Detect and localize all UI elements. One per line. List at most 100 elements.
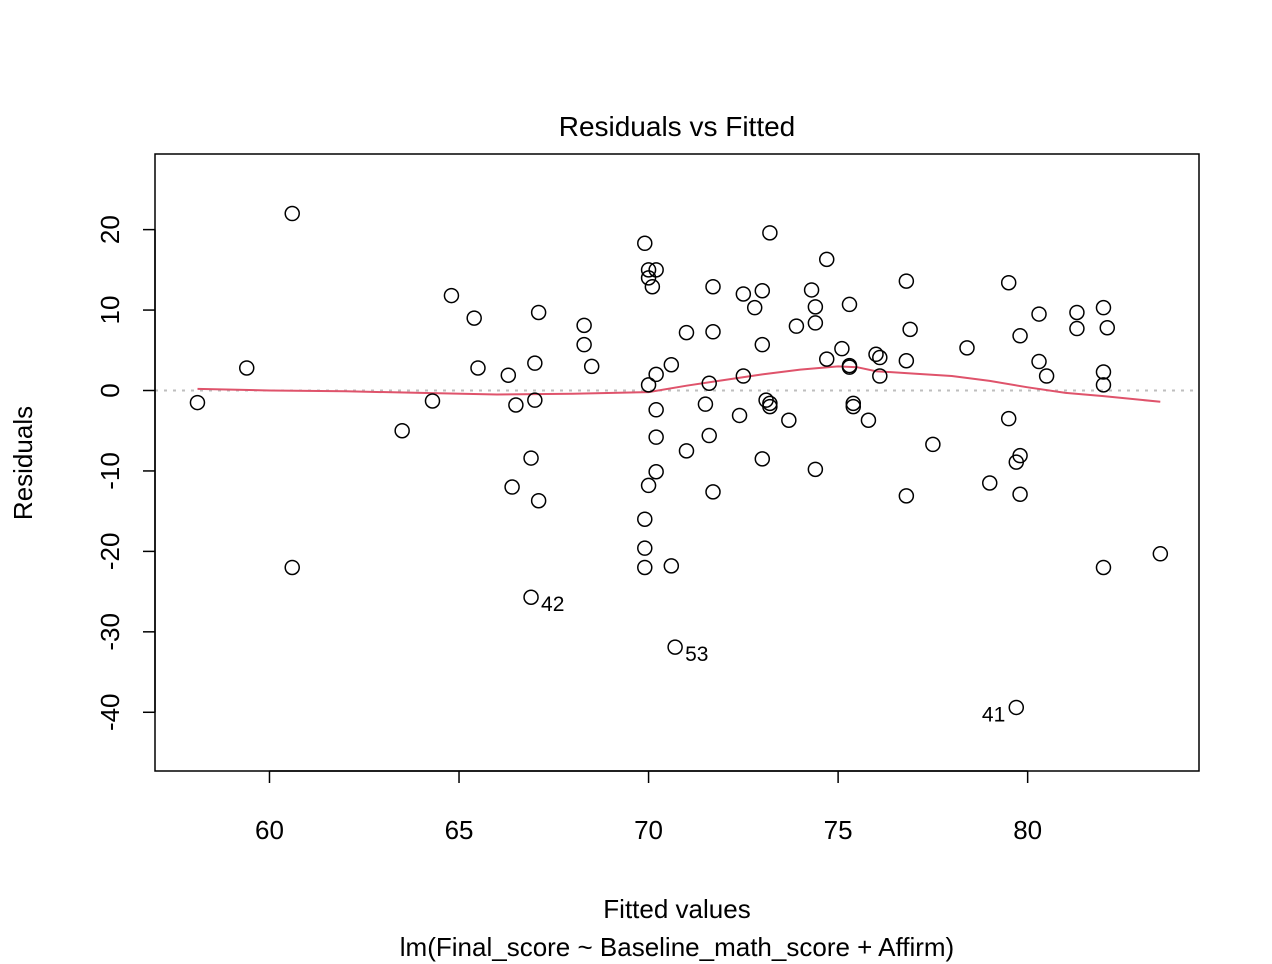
data-point: [1000, 274, 1017, 291]
y-tick-label: -40: [95, 693, 125, 731]
data-point: [697, 396, 714, 412]
data-point: [981, 475, 998, 491]
data-point: [678, 443, 695, 459]
data-point: [648, 429, 664, 445]
data-point: [1095, 377, 1112, 393]
data-point: [466, 310, 482, 326]
data-point: [640, 477, 657, 494]
y-tick-label: 20: [95, 215, 125, 244]
data-point: [1031, 353, 1047, 370]
data-point: [872, 368, 888, 384]
data-point: [701, 427, 717, 444]
data-point: [1095, 559, 1112, 576]
y-tick-label: -10: [95, 452, 125, 490]
data-point: [443, 287, 460, 304]
y-tick-label: 0: [95, 383, 125, 397]
data-point: [807, 299, 824, 315]
data-point: [1069, 304, 1085, 321]
x-tick-label: 80: [1013, 815, 1042, 845]
data-point: [648, 366, 664, 383]
data-point: [637, 559, 653, 576]
data-point: [644, 278, 661, 295]
data-point: [500, 367, 517, 383]
data-point: [470, 360, 486, 376]
data-point: [705, 484, 721, 500]
data-point: [1000, 410, 1017, 427]
data-point: [735, 286, 752, 302]
data-point: [898, 352, 915, 369]
data-point: [1008, 699, 1025, 716]
data-point: [818, 351, 835, 367]
data-point: [781, 412, 797, 429]
data-point: [1012, 447, 1028, 464]
x-tick-label: 75: [824, 815, 853, 845]
data-point: [424, 393, 441, 409]
data-point: [640, 270, 657, 286]
data-point: [637, 511, 653, 527]
y-axis-label: Residuals: [8, 406, 38, 520]
data-point: [735, 368, 752, 384]
y-tick-label: 10: [95, 296, 125, 325]
data-point: [705, 324, 721, 340]
data-point: [754, 336, 771, 353]
data-point: [731, 407, 748, 424]
data-point: [284, 559, 300, 576]
data-point: [394, 422, 410, 439]
data-point: [527, 355, 543, 371]
data-point: [284, 205, 300, 222]
x-tick-label: 60: [255, 815, 284, 845]
data-point: [648, 262, 664, 278]
point-label: 53: [685, 643, 708, 666]
data-point: [1099, 320, 1116, 336]
data-point: [872, 349, 888, 366]
data-point: [1152, 546, 1169, 562]
data-point: [818, 251, 835, 268]
data-point: [583, 358, 600, 375]
data-point: [508, 397, 524, 413]
point-label: 42: [541, 593, 564, 616]
data-point: [898, 273, 915, 289]
plot-frame: [154, 153, 1200, 772]
data-point: [845, 395, 862, 412]
data-point: [834, 340, 850, 357]
data-point: [1069, 320, 1085, 337]
data-points: 42 53 41: [189, 205, 1169, 726]
point-label: 41: [982, 703, 1005, 726]
data-point: [576, 317, 592, 334]
data-point: [530, 304, 547, 321]
data-point: [1038, 368, 1055, 384]
data-point: [663, 357, 680, 373]
data-point: [762, 395, 778, 412]
data-point: [1095, 364, 1112, 380]
data-point: [860, 412, 877, 429]
data-point: [1012, 328, 1028, 344]
data-point: [803, 282, 820, 298]
data-point: [640, 262, 657, 278]
chart-subtitle: lm(Final_score ~ Baseline_math_score + A…: [400, 932, 954, 962]
data-point: [527, 392, 543, 408]
data-point: [841, 296, 858, 313]
data-point: [663, 558, 680, 574]
chart-title: Residuals vs Fitted: [559, 111, 796, 142]
data-point: [754, 283, 771, 299]
y-tick-label: -30: [95, 613, 125, 651]
x-tick-label: 65: [445, 815, 474, 845]
data-point: [238, 360, 255, 376]
data-point: [898, 488, 915, 504]
data-point: [902, 321, 918, 338]
data-point: [678, 324, 695, 341]
data-point: [754, 451, 771, 467]
data-point: [1012, 486, 1028, 503]
data-point: [648, 402, 664, 418]
data-point: [530, 492, 547, 509]
data-point: [523, 589, 539, 605]
data-point: [1031, 306, 1047, 322]
data-point: [523, 450, 539, 466]
data-point: [640, 377, 657, 393]
data-point: [788, 318, 805, 334]
data-point: [637, 235, 653, 252]
data-point: [648, 464, 664, 480]
data-point: [504, 479, 520, 495]
data-point: [762, 398, 778, 415]
